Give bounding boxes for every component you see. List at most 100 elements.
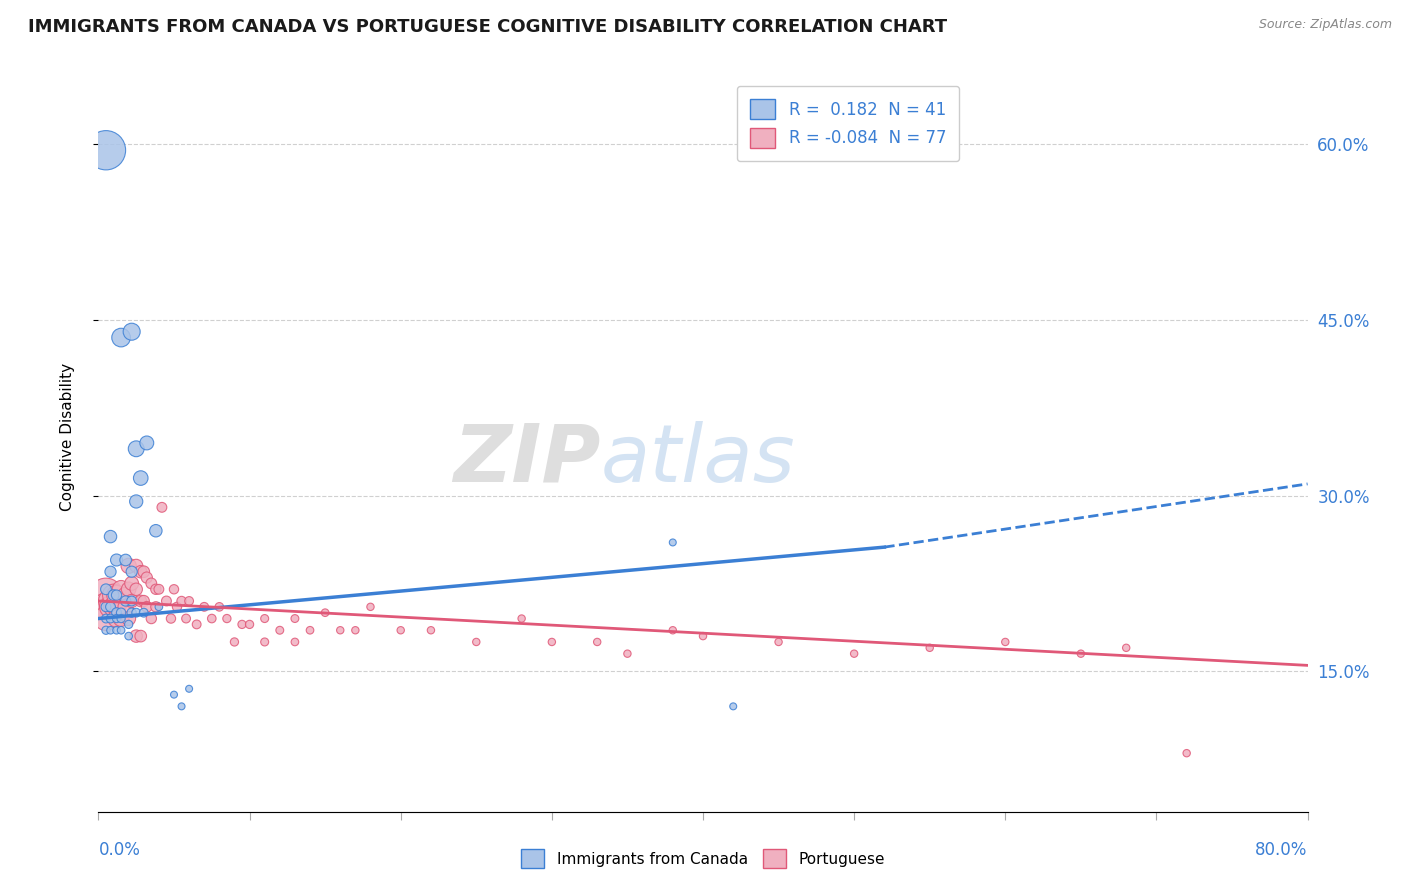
Point — [94, 582, 117, 597]
Point — [299, 624, 322, 638]
Legend: Immigrants from Canada, Portuguese: Immigrants from Canada, Portuguese — [513, 841, 893, 875]
Point — [118, 611, 141, 625]
Point — [389, 624, 412, 638]
Text: IMMIGRANTS FROM CANADA VS PORTUGUESE COGNITIVE DISABILITY CORRELATION CHART: IMMIGRANTS FROM CANADA VS PORTUGUESE COG… — [28, 18, 948, 36]
Text: 0.0%: 0.0% — [98, 841, 141, 859]
Point — [110, 606, 132, 620]
Point — [150, 500, 173, 515]
Point — [132, 606, 155, 620]
Point — [174, 611, 197, 625]
Point — [105, 588, 128, 602]
Point — [193, 599, 215, 614]
Point — [1115, 640, 1137, 655]
Point — [186, 617, 208, 632]
Point — [163, 688, 186, 702]
Point — [129, 629, 152, 643]
Point — [103, 588, 125, 602]
Point — [148, 599, 170, 614]
Point — [110, 330, 132, 344]
Point — [179, 594, 201, 608]
Point — [692, 629, 714, 643]
Point — [114, 588, 136, 602]
Point — [135, 436, 157, 450]
Point — [118, 558, 141, 573]
Point — [103, 588, 125, 602]
Point — [121, 594, 143, 608]
Point — [114, 594, 136, 608]
Point — [661, 624, 683, 638]
Point — [100, 594, 122, 608]
Y-axis label: Cognitive Disability: Cognitive Disability — [60, 363, 75, 511]
Point — [105, 611, 128, 625]
Point — [132, 565, 155, 579]
Point — [100, 624, 122, 638]
Point — [125, 582, 148, 597]
Point — [269, 624, 291, 638]
Point — [135, 571, 157, 585]
Point — [329, 624, 352, 638]
Point — [105, 606, 128, 620]
Point — [148, 582, 170, 597]
Point — [110, 624, 132, 638]
Point — [1070, 647, 1092, 661]
Point — [768, 635, 790, 649]
Point — [129, 471, 152, 485]
Point — [253, 611, 276, 625]
Point — [420, 624, 443, 638]
Text: 80.0%: 80.0% — [1256, 841, 1308, 859]
Point — [121, 325, 143, 339]
Point — [103, 599, 125, 614]
Point — [125, 629, 148, 643]
Point — [135, 599, 157, 614]
Point — [239, 617, 262, 632]
Point — [94, 624, 117, 638]
Point — [110, 594, 132, 608]
Point — [114, 599, 136, 614]
Point — [105, 588, 128, 602]
Legend: R =  0.182  N = 41, R = -0.084  N = 77: R = 0.182 N = 41, R = -0.084 N = 77 — [737, 86, 959, 161]
Point — [253, 635, 276, 649]
Point — [94, 143, 117, 157]
Point — [224, 635, 246, 649]
Point — [100, 530, 122, 544]
Point — [105, 599, 128, 614]
Point — [160, 611, 183, 625]
Point — [125, 494, 148, 508]
Point — [284, 611, 307, 625]
Point — [360, 599, 382, 614]
Point — [586, 635, 609, 649]
Point — [129, 565, 152, 579]
Point — [465, 635, 488, 649]
Point — [100, 611, 122, 625]
Point — [114, 553, 136, 567]
Point — [110, 611, 132, 625]
Point — [132, 594, 155, 608]
Point — [141, 576, 163, 591]
Point — [100, 599, 122, 614]
Point — [170, 594, 193, 608]
Point — [141, 611, 163, 625]
Point — [208, 599, 231, 614]
Point — [510, 611, 533, 625]
Text: atlas: atlas — [600, 420, 794, 499]
Point — [121, 606, 143, 620]
Point — [94, 599, 117, 614]
Point — [125, 606, 148, 620]
Point — [125, 442, 148, 456]
Point — [110, 611, 132, 625]
Point — [163, 582, 186, 597]
Point — [94, 599, 117, 614]
Text: Source: ZipAtlas.com: Source: ZipAtlas.com — [1258, 18, 1392, 31]
Point — [918, 640, 941, 655]
Point — [201, 611, 224, 625]
Point — [170, 699, 193, 714]
Point — [121, 565, 143, 579]
Point — [145, 582, 167, 597]
Point — [179, 681, 201, 696]
Point — [994, 635, 1017, 649]
Point — [616, 647, 638, 661]
Point — [110, 582, 132, 597]
Point — [100, 565, 122, 579]
Point — [105, 624, 128, 638]
Point — [94, 611, 117, 625]
